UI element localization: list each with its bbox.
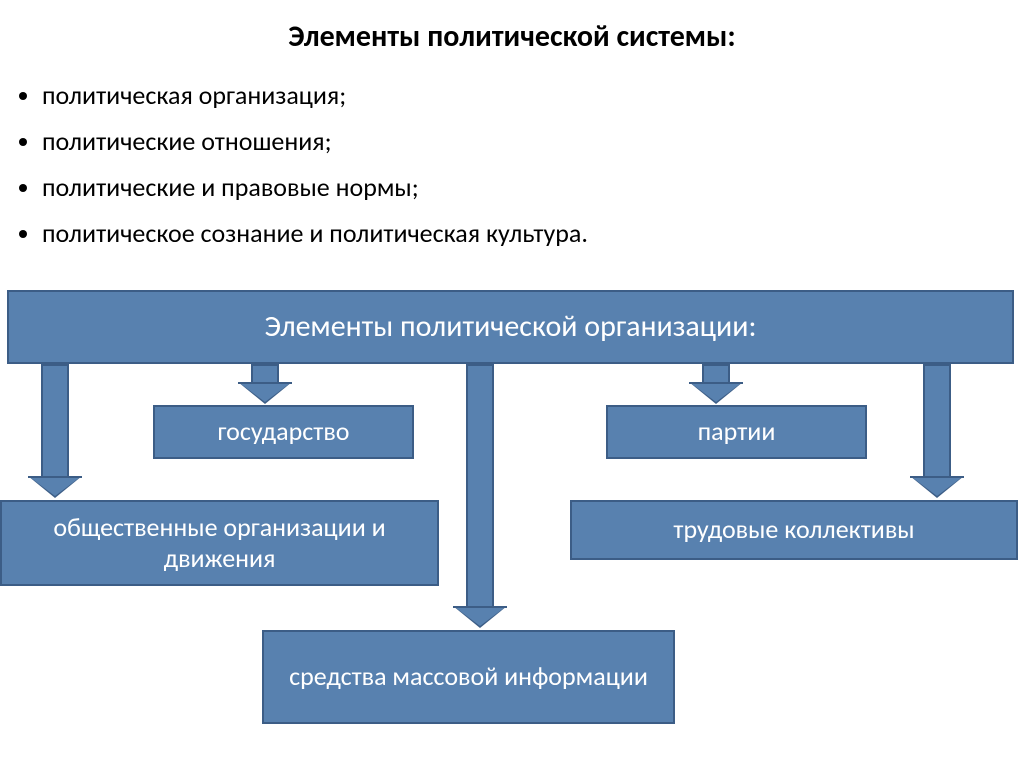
bullet-item: политическая организация; <box>42 79 1024 111</box>
box-state: государство <box>153 405 414 459</box>
down-arrow-4 <box>910 364 964 498</box>
box-media: средства массовой информации <box>262 630 675 724</box>
bullet-item: политические и правовые нормы; <box>42 171 1024 203</box>
box-header: Элементы политической организации: <box>7 290 1014 364</box>
page-title: Элементы политической системы: <box>0 0 1024 55</box>
down-arrow-3 <box>689 364 743 404</box>
bullet-list: политическая организация; политические от… <box>14 79 1024 249</box>
box-labor: трудовые коллективы <box>570 500 1018 560</box>
down-arrow-1 <box>238 364 292 404</box>
down-arrow-2 <box>453 364 507 628</box>
bullet-item: политическое сознание и политическая кул… <box>42 217 1024 249</box>
box-parties: партии <box>606 405 867 459</box>
bullet-item: политические отношения; <box>42 125 1024 157</box>
down-arrow-0 <box>28 364 82 498</box>
box-public: общественные организации и движения <box>0 500 439 586</box>
